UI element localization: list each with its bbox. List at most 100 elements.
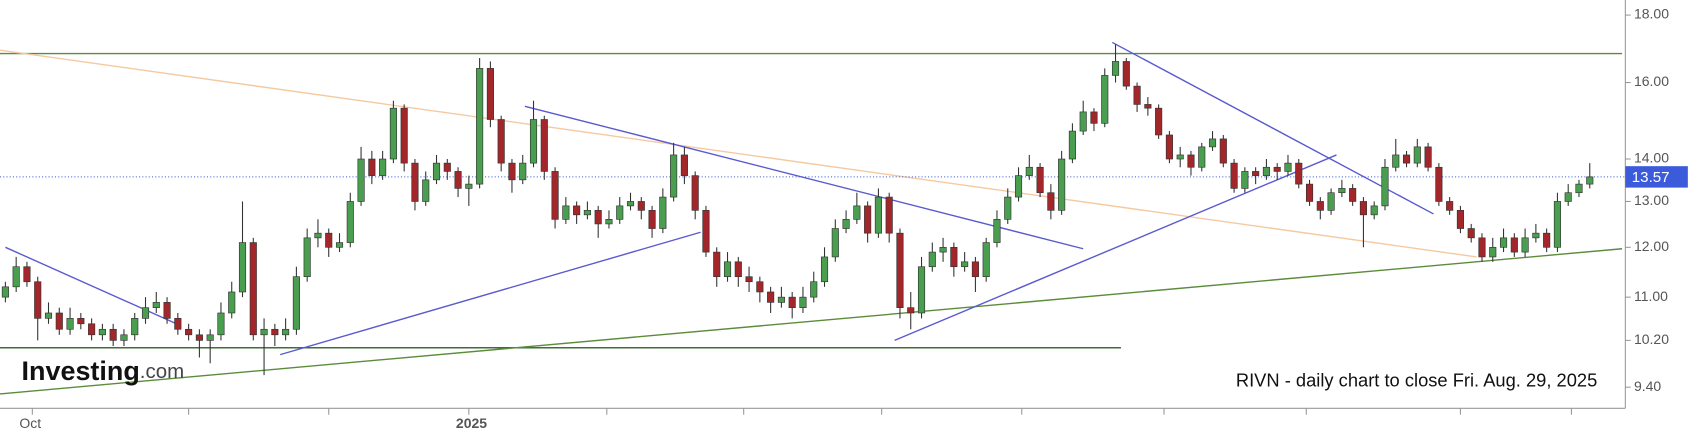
y-tick-label: 13.00 bbox=[1634, 192, 1669, 208]
candle-body bbox=[691, 175, 699, 211]
candle-body bbox=[465, 183, 473, 189]
candle-body bbox=[206, 334, 214, 341]
candle-body bbox=[422, 179, 430, 202]
candle-body bbox=[594, 210, 602, 225]
candle-body bbox=[1165, 134, 1173, 160]
candle-body bbox=[486, 68, 494, 120]
candle-body bbox=[1413, 146, 1421, 164]
candle-body bbox=[529, 119, 538, 164]
candle-body bbox=[616, 205, 624, 220]
candle-body bbox=[1359, 201, 1367, 216]
candle-body bbox=[648, 210, 656, 229]
candle-body bbox=[34, 281, 42, 319]
candle-body bbox=[702, 210, 710, 253]
candle-body bbox=[1402, 154, 1411, 164]
candle-body bbox=[1553, 201, 1561, 248]
candle-body bbox=[1284, 162, 1292, 172]
candle-body bbox=[1241, 171, 1249, 189]
candle-body bbox=[1575, 183, 1583, 194]
candle-body bbox=[1273, 166, 1281, 172]
candle-body bbox=[562, 205, 570, 220]
candle-body bbox=[174, 318, 182, 330]
candle-body bbox=[950, 246, 958, 268]
candle-body bbox=[519, 162, 527, 181]
candle-body bbox=[734, 261, 742, 278]
last-price-box bbox=[1625, 166, 1688, 188]
candle-body bbox=[928, 251, 936, 268]
candle-body bbox=[810, 281, 818, 298]
candle-body bbox=[1446, 201, 1454, 211]
candle-body bbox=[756, 281, 764, 293]
candle-body bbox=[1122, 61, 1130, 87]
last-price-label: 13.57 bbox=[1632, 169, 1670, 186]
candle-body bbox=[1521, 237, 1529, 253]
candle-body bbox=[1101, 75, 1109, 124]
candle-body bbox=[1327, 192, 1335, 211]
candle-body bbox=[1478, 237, 1486, 258]
candle-body bbox=[1036, 166, 1044, 194]
candle-body bbox=[853, 205, 861, 220]
x-tick-label: Oct bbox=[19, 415, 41, 431]
candle-body bbox=[508, 162, 516, 181]
candle-body bbox=[939, 246, 947, 253]
candle-body bbox=[389, 107, 397, 160]
candle-body bbox=[713, 251, 721, 278]
y-tick-label: 11.00 bbox=[1634, 288, 1668, 304]
candle-body bbox=[1004, 196, 1012, 220]
annotation: RIVN - daily chart to close Fri. Aug. 29… bbox=[1236, 369, 1597, 390]
candle-body bbox=[141, 307, 150, 319]
candle-body bbox=[1586, 176, 1594, 185]
candle-body bbox=[1392, 154, 1400, 168]
candle-body bbox=[271, 328, 279, 336]
candle-body bbox=[573, 205, 581, 216]
candle-body bbox=[1510, 237, 1518, 253]
candle-body bbox=[238, 242, 247, 293]
candle-body bbox=[896, 232, 904, 308]
candle-body bbox=[195, 334, 203, 341]
candle-body bbox=[88, 323, 96, 336]
candle-body bbox=[379, 158, 387, 176]
candle-body bbox=[1025, 166, 1033, 176]
candle-body bbox=[346, 201, 354, 243]
candle-body bbox=[368, 158, 376, 176]
candle-body bbox=[842, 219, 850, 229]
trend-line bbox=[5, 246, 179, 325]
plot-area bbox=[0, 41, 1626, 395]
candle-body bbox=[44, 312, 53, 319]
candle-body bbox=[820, 256, 829, 283]
candle-body bbox=[993, 219, 1001, 243]
candle-body bbox=[605, 219, 613, 225]
candle-body bbox=[228, 291, 236, 314]
candle-body bbox=[1230, 162, 1238, 189]
candle-body bbox=[1068, 130, 1076, 160]
candle-body bbox=[249, 242, 257, 336]
candle-body bbox=[1424, 146, 1432, 168]
candle-body bbox=[982, 242, 990, 278]
candle-body bbox=[77, 318, 85, 325]
candle-body bbox=[767, 291, 775, 303]
logo-main: Investing bbox=[22, 356, 140, 386]
candle-body bbox=[1187, 154, 1195, 168]
trend-line bbox=[894, 154, 1337, 342]
candle-body bbox=[185, 328, 193, 336]
candle-body bbox=[217, 312, 225, 336]
y-tick-label: 10.20 bbox=[1634, 331, 1669, 347]
candle-body bbox=[292, 276, 300, 330]
y-tick-label: 16.00 bbox=[1634, 73, 1669, 89]
trend-line bbox=[0, 49, 1477, 258]
candle-body bbox=[1349, 188, 1357, 202]
candle-body bbox=[723, 261, 732, 278]
candle-body bbox=[626, 201, 635, 207]
candle-body bbox=[583, 210, 591, 216]
candle-body bbox=[1198, 146, 1206, 168]
y-tick-label: 18.00 bbox=[1634, 6, 1669, 22]
y-tick-label: 9.40 bbox=[1634, 378, 1661, 394]
candle-body bbox=[1, 286, 9, 298]
candle-body bbox=[1305, 183, 1314, 202]
candle-body bbox=[659, 196, 667, 229]
candle-body bbox=[303, 237, 311, 278]
candle-body bbox=[971, 261, 979, 278]
